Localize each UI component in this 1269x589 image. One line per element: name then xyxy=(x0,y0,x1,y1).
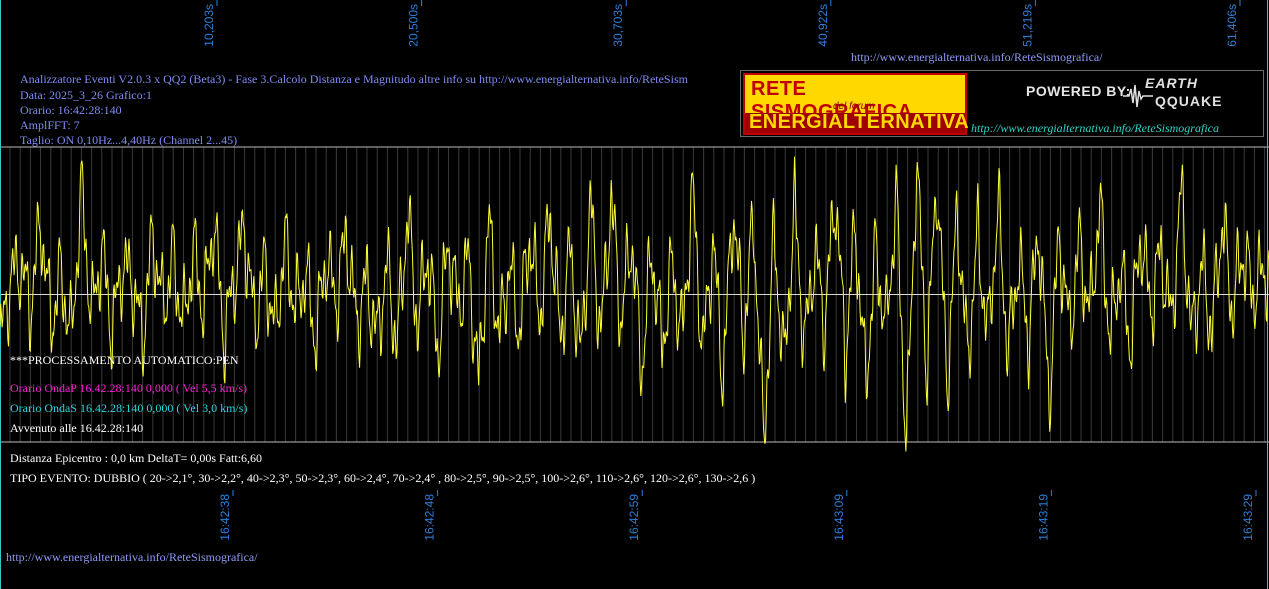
top-link[interactable]: http://www.energialternativa.info/ReteSi… xyxy=(851,50,1103,64)
earthquake-logo: EARTH QQUAKE xyxy=(1123,75,1263,115)
info-line-time: Orario: 16:42:28:140 xyxy=(20,103,122,117)
seismograph-icon xyxy=(1123,84,1153,108)
bottom-tick-labels: 16:42:38 16:42:48 16:42:59 16:43:09 16:43:19… xyxy=(218,490,1257,541)
top-tick-label: 61,406s xyxy=(1225,4,1239,47)
bottom-tick-label: 16:42:48 xyxy=(423,494,437,541)
epicenter-distance: Distanza Epicentro : 0,0 km DeltaT= 0,00… xyxy=(10,451,263,465)
bottom-tick-label: 16:42:38 xyxy=(218,494,232,541)
rete-name-bar: ENERGIALTERNATIVA xyxy=(745,111,969,133)
top-tick-label: 30,703s xyxy=(611,4,625,47)
info-line-filter: Taglio: ON 0,10Hz...4,40Hz (Channel 2...… xyxy=(20,133,238,147)
bottom-tick-label: 16:43:29 xyxy=(1241,494,1255,541)
rete-sismografica-banner[interactable]: RETE SISMOGRAFICA del forum ENERGIALTERN… xyxy=(740,70,1264,137)
bottom-tick-label: 16:42:59 xyxy=(627,494,641,541)
top-tick-labels: 10,203s 20,500s 30,703s 40,922s 51,219s 61,40… xyxy=(202,0,1241,47)
banner-url[interactable]: http://www.energialternativa.info/ReteSi… xyxy=(971,121,1219,135)
top-tick-label: 20,500s xyxy=(407,4,421,47)
rete-subtitle: del forum xyxy=(833,101,875,112)
top-tick-label: 51,219s xyxy=(1020,4,1034,47)
quake-word: QQUAKE xyxy=(1155,93,1223,109)
event-time: Avvenuto alle 16.42.28:140 xyxy=(10,421,144,435)
bottom-link[interactable]: http://www.energialternativa.info/ReteSi… xyxy=(6,550,258,564)
seismic-trace xyxy=(0,156,1269,452)
info-line-date: Data: 2025_3_26 Grafico:1 xyxy=(20,88,152,102)
info-line-amplfft: AmplFFT: 7 xyxy=(20,118,80,132)
bottom-tick-label: 16:43:09 xyxy=(832,494,846,541)
onda-p-time: Orario OndaP 16.42.28:140 0,000 ( Vel 5,… xyxy=(10,381,247,395)
earth-word: EARTH xyxy=(1145,75,1198,91)
processing-status: ***PROCESSAMENTO AUTOMATICO:PEN xyxy=(10,353,239,367)
rete-name: ENERGIALTERNATIVA xyxy=(749,111,970,133)
bottom-tick-label: 16:43:19 xyxy=(1036,494,1050,541)
top-tick-label: 40,922s xyxy=(816,4,830,47)
event-type: TIPO EVENTO: DUBBIO ( 20->2,1°, 30->2,2°… xyxy=(10,471,756,485)
powered-by-label: POWERED BY: xyxy=(1026,83,1131,99)
onda-s-time: Orario OndaS 16.42.28:140 0,000 ( Vel 3,… xyxy=(10,401,248,415)
top-tick-label: 10,203s xyxy=(202,4,216,47)
rete-logo: RETE SISMOGRAFICA del forum ENERGIALTERN… xyxy=(743,73,969,135)
info-line-title: Analizzatore Eventi V2.0.3 x QQ2 (Beta3)… xyxy=(20,72,688,86)
